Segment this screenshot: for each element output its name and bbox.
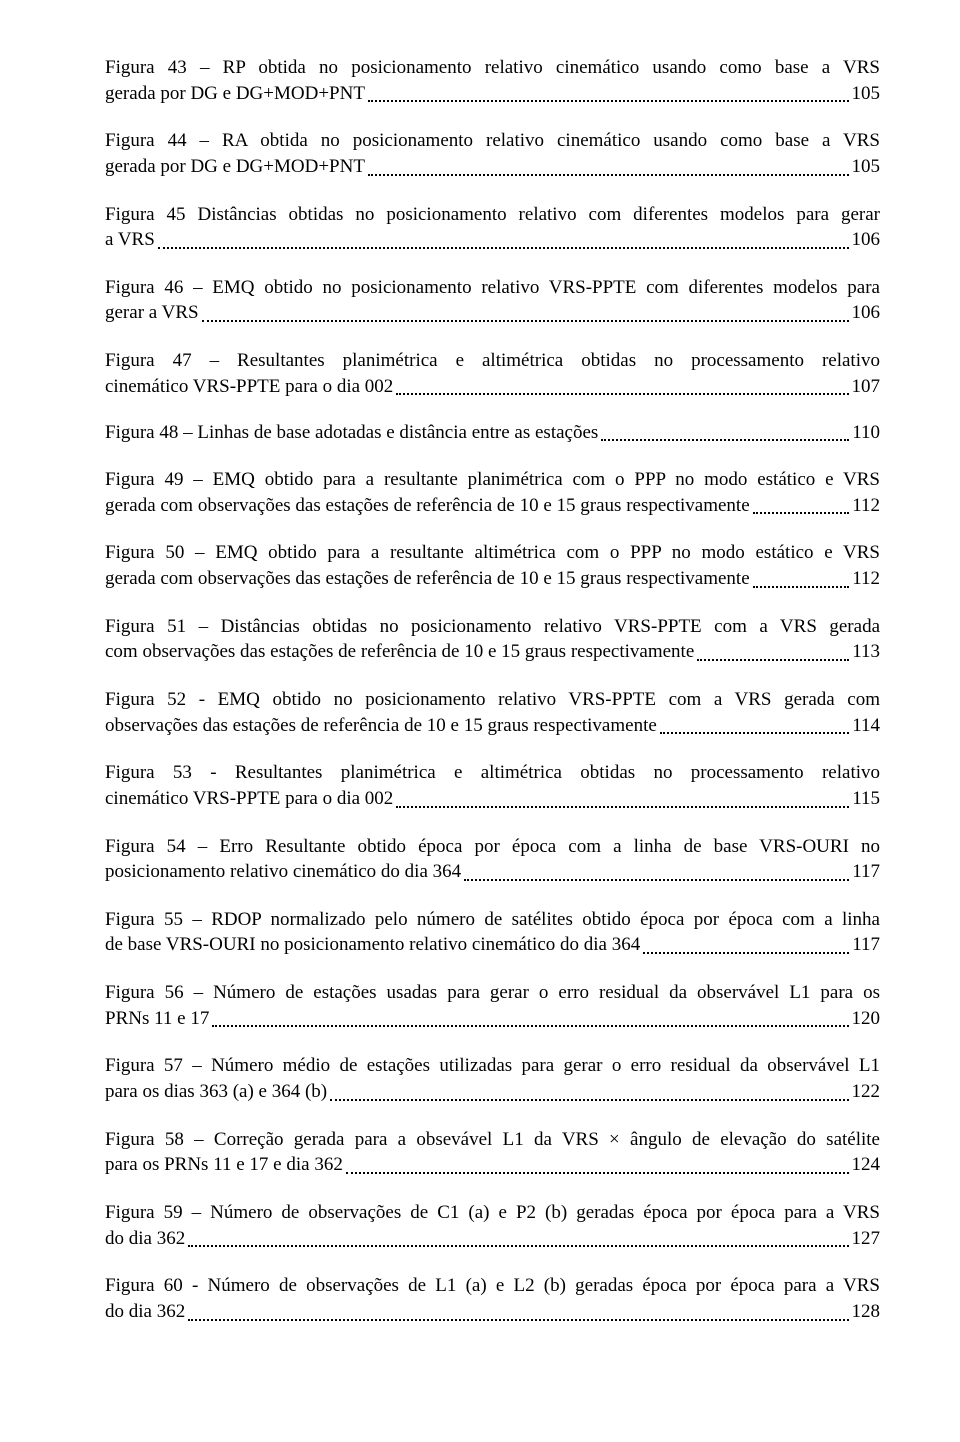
toc-entry: Figura 53 - Resultantes planimétrica e a… [105, 760, 880, 811]
toc-entry-head: Figura 51 – Distâncias obtidas no posici… [105, 614, 880, 640]
toc-entry-tail: posicionamento relativo cinemático do di… [105, 859, 461, 885]
toc-entry-head: Figura 49 – EMQ obtido para a resultante… [105, 467, 880, 493]
toc-entry-text: Figura 48 – Linhas de base adotadas e di… [105, 421, 598, 445]
toc-entry: Figura 49 – EMQ obtido para a resultante… [105, 467, 880, 518]
toc-page-number: 106 [852, 300, 881, 326]
toc-entry-tail: para os dias 363 (a) e 364 (b) [105, 1079, 327, 1105]
toc-entry-tail: com observações das estações de referênc… [105, 639, 694, 665]
leader-dots [660, 715, 849, 734]
toc-entry-head: Figura 59 – Número de observações de C1 … [105, 1200, 880, 1226]
leader-dots [212, 1008, 848, 1027]
toc-entry: Figura 50 – EMQ obtido para a resultante… [105, 540, 880, 591]
toc-entry-head: Figura 52 - EMQ obtido no posicionamento… [105, 687, 880, 713]
leader-dots [202, 303, 849, 322]
toc-entry-head: Figura 44 – RA obtida no posicionamento … [105, 128, 880, 154]
toc-entry: Figura 43 – RP obtida no posicionamento … [105, 55, 880, 106]
toc-entry-tail: gerada com observações das estações de r… [105, 566, 750, 592]
toc-entry-head: Figura 60 - Número de observações de L1 … [105, 1273, 880, 1299]
toc-entry: Figura 55 – RDOP normalizado pelo número… [105, 907, 880, 958]
toc-page-number: 124 [852, 1152, 881, 1178]
toc-page-number: 107 [852, 374, 881, 400]
leader-dots [464, 862, 849, 881]
leader-dots [188, 1301, 848, 1320]
toc-page-number: 106 [852, 227, 881, 253]
toc-entry-tail: de base VRS-OURI no posicionamento relat… [105, 932, 640, 958]
toc-entry-tail: PRNs 11 e 17 [105, 1006, 209, 1032]
leader-dots [158, 230, 849, 249]
toc-entry-head: Figura 54 – Erro Resultante obtido época… [105, 834, 880, 860]
toc-page-number: 114 [852, 713, 880, 739]
leader-dots [368, 83, 849, 102]
toc-page-number: 122 [852, 1079, 881, 1105]
toc-entry-head: Figura 50 – EMQ obtido para a resultante… [105, 540, 880, 566]
leader-dots [346, 1155, 849, 1174]
toc-page-number: 113 [852, 639, 880, 665]
toc-entry: Figura 52 - EMQ obtido no posicionamento… [105, 687, 880, 738]
leader-dots [753, 569, 850, 588]
toc-entry: Figura 58 – Correção gerada para a obsev… [105, 1127, 880, 1178]
toc-entry-head: Figura 55 – RDOP normalizado pelo número… [105, 907, 880, 933]
toc-page-number: 117 [852, 859, 880, 885]
toc-entry-tail: gerada com observações das estações de r… [105, 493, 750, 519]
toc-page-number: 127 [852, 1226, 881, 1252]
toc-entry-tail: cinemático VRS-PPTE para o dia 002 [105, 786, 393, 812]
toc-entry: Figura 54 – Erro Resultante obtido época… [105, 834, 880, 885]
toc-entry-tail: gerada por DG e DG+MOD+PNT [105, 81, 365, 107]
toc-page-number: 112 [852, 566, 880, 592]
toc-entry: Figura 44 – RA obtida no posicionamento … [105, 128, 880, 179]
toc-entry-head: Figura 57 – Número médio de estações uti… [105, 1053, 880, 1079]
toc-entry: Figura 57 – Número médio de estações uti… [105, 1053, 880, 1104]
toc-page-number: 117 [852, 932, 880, 958]
leader-dots [368, 156, 849, 175]
toc-entry-head: Figura 45 Distâncias obtidas no posicion… [105, 202, 880, 228]
toc-page-number: 128 [852, 1299, 881, 1325]
toc-entry-tail: cinemático VRS-PPTE para o dia 002 [105, 374, 393, 400]
leader-dots [396, 376, 848, 395]
toc-page-number: 120 [852, 1006, 881, 1032]
toc-entry: Figura 51 – Distâncias obtidas no posici… [105, 614, 880, 665]
list-of-figures-page: Figura 43 – RP obtida no posicionamento … [0, 0, 960, 1442]
leader-dots [601, 422, 849, 441]
toc-page-number: 110 [852, 421, 880, 445]
toc-entry: Figura 46 – EMQ obtido no posicionamento… [105, 275, 880, 326]
toc-entry-tail: observações das estações de referência d… [105, 713, 657, 739]
leader-dots [330, 1082, 848, 1101]
toc-entry-tail: do dia 362 [105, 1226, 185, 1252]
toc-entry: Figura 45 Distâncias obtidas no posicion… [105, 202, 880, 253]
toc-entry-tail: do dia 362 [105, 1299, 185, 1325]
leader-dots [188, 1228, 848, 1247]
toc-entry: Figura 48 – Linhas de base adotadas e di… [105, 421, 880, 445]
toc-entry-head: Figura 58 – Correção gerada para a obsev… [105, 1127, 880, 1153]
toc-page-number: 105 [852, 81, 881, 107]
toc-entry-head: Figura 56 – Número de estações usadas pa… [105, 980, 880, 1006]
toc-entry-tail: para os PRNs 11 e 17 e dia 362 [105, 1152, 343, 1178]
toc-entry-tail: gerada por DG e DG+MOD+PNT [105, 154, 365, 180]
leader-dots [643, 935, 849, 954]
toc-entry: Figura 56 – Número de estações usadas pa… [105, 980, 880, 1031]
toc-entry-head: Figura 53 - Resultantes planimétrica e a… [105, 760, 880, 786]
toc-entry-head: Figura 43 – RP obtida no posicionamento … [105, 55, 880, 81]
toc-entry-head: Figura 47 – Resultantes planimétrica e a… [105, 348, 880, 374]
toc-page-number: 105 [852, 154, 881, 180]
toc-page-number: 115 [852, 786, 880, 812]
toc-entry-head: Figura 46 – EMQ obtido no posicionamento… [105, 275, 880, 301]
toc-entry-tail: a VRS [105, 227, 155, 253]
leader-dots [753, 495, 850, 514]
toc-page-number: 112 [852, 493, 880, 519]
toc-entry: Figura 47 – Resultantes planimétrica e a… [105, 348, 880, 399]
toc-entry: Figura 60 - Número de observações de L1 … [105, 1273, 880, 1324]
leader-dots [396, 788, 849, 807]
toc-entry-tail: gerar a VRS [105, 300, 199, 326]
toc-entry: Figura 59 – Número de observações de C1 … [105, 1200, 880, 1251]
leader-dots [697, 642, 849, 661]
